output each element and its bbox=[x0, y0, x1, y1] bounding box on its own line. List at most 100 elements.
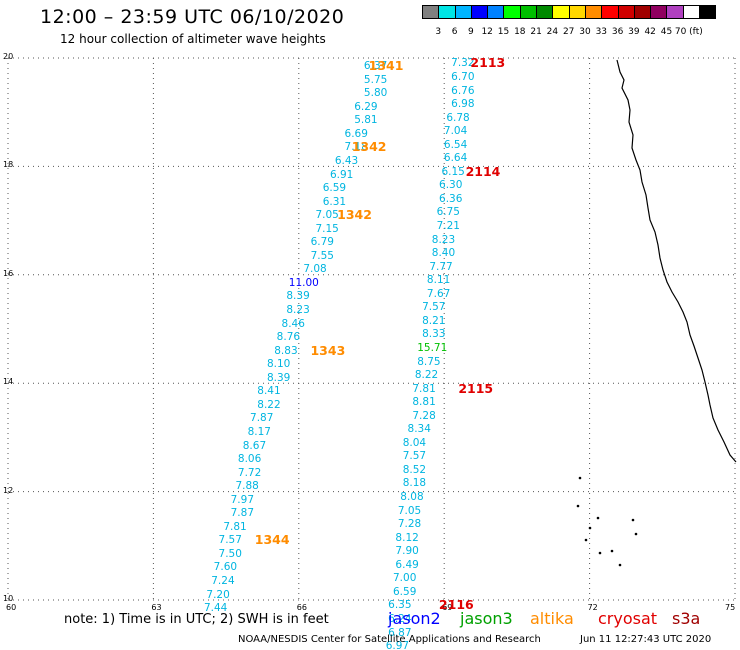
y-tick-label: 10 bbox=[3, 594, 14, 603]
wave-height-value: 7.05 bbox=[315, 209, 339, 222]
color-scale-label: 3 bbox=[435, 27, 442, 37]
x-tick-label: 63 bbox=[151, 603, 162, 612]
wave-height-value: 7.21 bbox=[436, 220, 460, 233]
color-swatch bbox=[699, 5, 717, 19]
color-scale-label: 12 bbox=[481, 27, 493, 37]
wave-height-value: 7.60 bbox=[213, 561, 238, 574]
y-tick-label: 14 bbox=[3, 377, 14, 387]
wave-height-value: 7.28 bbox=[397, 518, 422, 531]
wave-height-value: 8.18 bbox=[402, 477, 427, 490]
wave-height-value: 7.87 bbox=[250, 412, 274, 425]
page-subtitle: 12 hour collection of altimeter wave hei… bbox=[60, 32, 326, 46]
wave-height-value: 8.06 bbox=[237, 453, 262, 466]
wave-height-value: 7.50 bbox=[218, 547, 242, 560]
island-dot bbox=[596, 516, 600, 520]
color-scale-label: 45 bbox=[660, 27, 673, 37]
wave-height-value: 6.30 bbox=[439, 179, 463, 192]
color-scale-label: 21 bbox=[530, 27, 542, 37]
wave-height-value: 8.23 bbox=[286, 304, 310, 317]
wave-height-value: 5.81 bbox=[354, 114, 378, 127]
wave-height-value: 7.87 bbox=[230, 507, 255, 520]
wave-height-value: 8.34 bbox=[407, 423, 431, 436]
wave-height-value: 6.79 bbox=[310, 236, 334, 249]
x-tick-label: 72 bbox=[587, 603, 598, 612]
wave-height-value: 7.24 bbox=[211, 575, 235, 588]
color-scale-label: 6 bbox=[451, 27, 458, 37]
wave-height-value: 6.15 bbox=[441, 165, 465, 178]
page-title: 12:00 – 23:59 UTC 06/10/2020 bbox=[40, 6, 345, 28]
color-scale-label: 70 (ft) bbox=[674, 27, 703, 37]
wave-height-value: 8.33 bbox=[422, 328, 446, 341]
wave-height-value: 7.08 bbox=[303, 263, 327, 276]
color-scale-label: 27 bbox=[562, 27, 575, 37]
color-scale-label: 9 bbox=[468, 27, 474, 37]
wave-height-value: 6.36 bbox=[439, 192, 463, 205]
color-scale-label: 33 bbox=[595, 27, 608, 37]
legend-s3a: s3a bbox=[672, 609, 701, 628]
wave-height-value: 8.12 bbox=[395, 531, 419, 544]
wave-height-value: 7.67 bbox=[426, 287, 451, 300]
y-tick-label: 16 bbox=[3, 268, 14, 278]
color-scale-label: 30 bbox=[579, 27, 591, 37]
wave-height-value: 7.57 bbox=[402, 450, 427, 463]
wave-height-value: 6.59 bbox=[322, 182, 347, 195]
wave-height-value: 5.80 bbox=[363, 87, 388, 100]
wave-height-value: 8.23 bbox=[431, 233, 456, 246]
color-scale-label: 42 bbox=[644, 27, 656, 37]
wave-height-value: 8.81 bbox=[412, 396, 436, 409]
island-dot bbox=[588, 526, 592, 530]
pass-number-label: 2115 bbox=[458, 380, 494, 396]
wave-height-value: 7.05 bbox=[397, 504, 422, 517]
wave-height-value: 6.59 bbox=[393, 585, 417, 598]
wave-height-value: 7.18 bbox=[344, 141, 368, 154]
legend-altika: altika bbox=[530, 609, 574, 628]
wave-height-value: 7.57 bbox=[422, 301, 446, 314]
island-dot bbox=[634, 532, 638, 536]
wave-height-value: 6.43 bbox=[334, 154, 359, 167]
wave-height-value: 7.57 bbox=[218, 534, 242, 547]
island-dot bbox=[576, 504, 580, 508]
y-tick-label: 18 bbox=[3, 160, 14, 170]
x-tick-label: 60 bbox=[6, 603, 17, 612]
wave-height-value: 6.54 bbox=[443, 138, 468, 151]
x-tick-label: 69 bbox=[442, 603, 453, 612]
island-dot bbox=[578, 476, 582, 480]
wave-height-value: 8.40 bbox=[431, 247, 456, 260]
pass-number-label: 1341 bbox=[368, 58, 404, 74]
wave-height-value: 8.83 bbox=[274, 344, 298, 357]
legend-jason2: jason2 bbox=[388, 609, 441, 628]
wave-height-value: 8.22 bbox=[257, 398, 281, 411]
wave-height-value: 7.15 bbox=[315, 222, 339, 235]
color-scale: 3 6 9 12 15 18 21 24 27 30 33 36 39 42 45 70 (ft) bbox=[422, 5, 717, 37]
x-tick-label: 66 bbox=[296, 603, 307, 612]
wave-height-value: 6.24 bbox=[388, 612, 412, 625]
wave-height-value: 6.35 bbox=[388, 599, 412, 612]
wave-height-value: 8.39 bbox=[266, 371, 291, 384]
wave-height-value: 7.04 bbox=[443, 125, 468, 138]
wave-height-value: 6.49 bbox=[395, 558, 419, 571]
wave-height-value: 6.69 bbox=[344, 127, 368, 140]
wave-height-value: 8.67 bbox=[242, 439, 267, 452]
color-scale-label: 39 bbox=[628, 27, 640, 37]
wave-height-value: 7.28 bbox=[412, 409, 436, 422]
y-tick-label: 20 bbox=[3, 52, 14, 61]
wave-height-value: 8.21 bbox=[422, 314, 446, 327]
wave-height-value: 6.97 bbox=[385, 640, 410, 650]
color-scale-label: 18 bbox=[514, 27, 526, 37]
island-dot bbox=[598, 551, 602, 555]
pass-number-label: 1342 bbox=[351, 139, 387, 155]
wave-height-value: 7.81 bbox=[223, 520, 247, 533]
wave-height-value: 7.90 bbox=[395, 545, 419, 558]
color-scale-label: 36 bbox=[611, 27, 624, 37]
pass-number-label: 2116 bbox=[438, 597, 474, 613]
wave-height-value: 7.55 bbox=[310, 249, 334, 262]
pass-number-label: 1343 bbox=[310, 342, 346, 358]
pass-number-label: 1342 bbox=[337, 207, 372, 223]
wave-height-value: 6.91 bbox=[329, 168, 354, 181]
note-text: note: 1) Time is in UTC; 2) SWH is in fe… bbox=[64, 612, 329, 627]
wave-height-value: 8.76 bbox=[276, 331, 301, 344]
wave-height-value: 8.10 bbox=[266, 358, 291, 371]
wave-height-value: 7.77 bbox=[429, 260, 453, 273]
wave-height-value: 6.76 bbox=[451, 84, 475, 97]
